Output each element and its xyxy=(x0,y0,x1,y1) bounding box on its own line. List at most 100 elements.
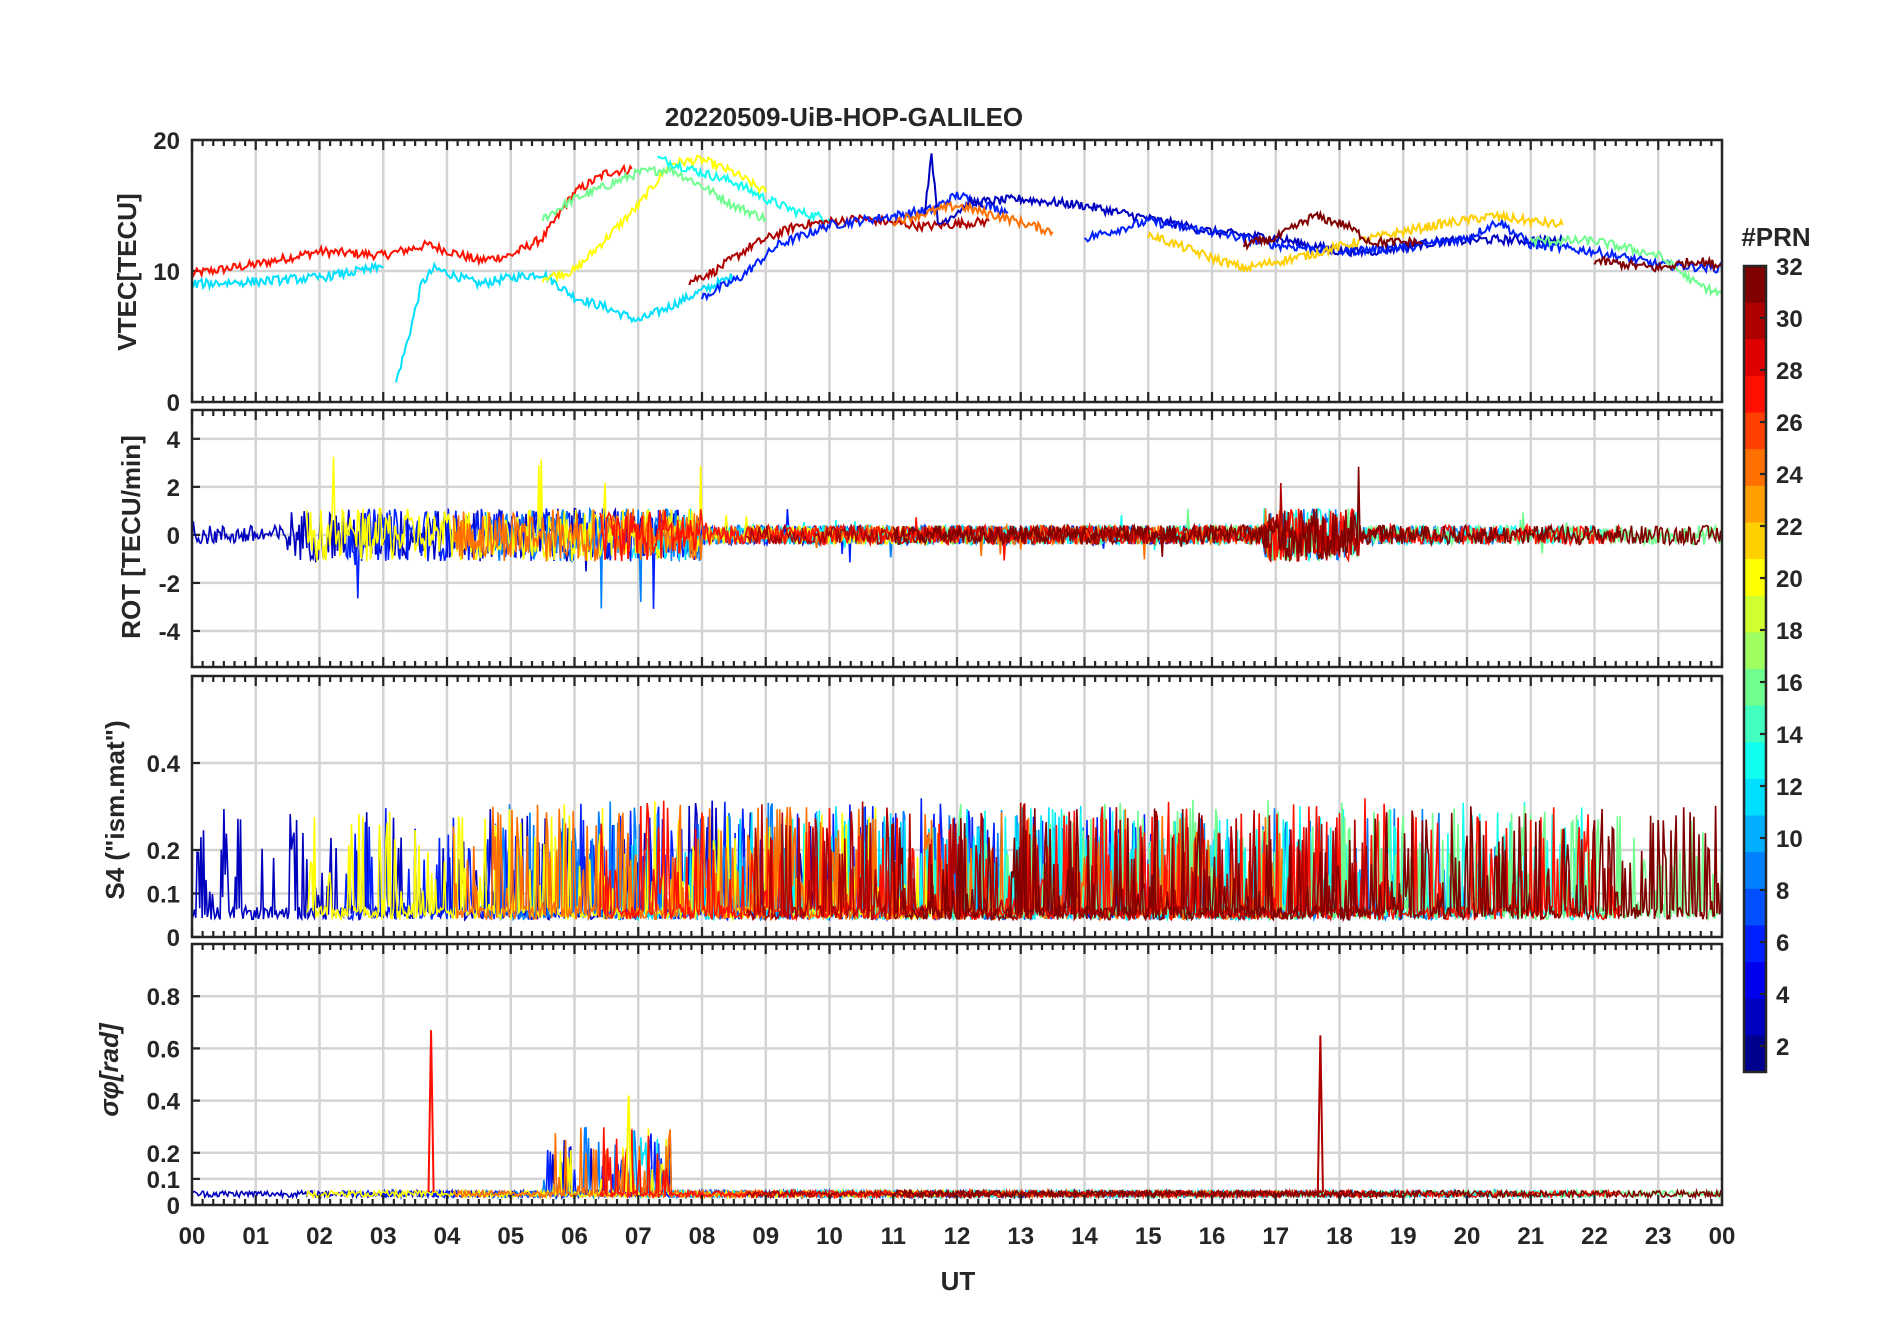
colorbar-tick-label: 24 xyxy=(1776,462,1803,489)
x-tick-label: 00 xyxy=(1709,1223,1736,1250)
colorbar-tick-label: 16 xyxy=(1776,670,1803,697)
colorbar-segment xyxy=(1744,522,1766,560)
ylabel-sigma-phi: σφ[rad] xyxy=(94,1022,124,1117)
colorbar-segment xyxy=(1744,632,1766,670)
colorbar-segment xyxy=(1744,888,1766,926)
colorbar-segment xyxy=(1744,1035,1766,1073)
series-line-prn-20 xyxy=(305,801,945,922)
series-group xyxy=(192,456,1722,609)
colorbar-segment xyxy=(1744,705,1766,743)
colorbar-tick-label: 6 xyxy=(1776,930,1789,957)
colorbar-segment xyxy=(1744,375,1766,414)
x-tick-label: 15 xyxy=(1135,1223,1162,1250)
x-tick-label: 07 xyxy=(625,1223,652,1250)
ylabel-s4: S4 ("ism.mat") xyxy=(100,720,130,899)
x-tick-label: 10 xyxy=(816,1223,843,1250)
colorbar-segment xyxy=(1744,998,1766,1036)
y-tick-label: 0.2 xyxy=(147,838,180,865)
y-tick-label: 0 xyxy=(167,390,180,417)
series-line-prn-32 xyxy=(1242,209,1423,252)
x-tick-label: 19 xyxy=(1390,1223,1417,1250)
x-tick-label: 05 xyxy=(497,1223,524,1250)
panel-rot: -4 -2 0 2 4 xyxy=(159,408,1724,669)
y-tick-label: 0.2 xyxy=(147,1141,180,1168)
x-tick-label: 21 xyxy=(1517,1223,1544,1250)
y-tick-label: -2 xyxy=(159,571,180,598)
colorbar-segment xyxy=(1744,302,1766,340)
series-group xyxy=(192,1030,1722,1201)
y-tick-label: 0 xyxy=(167,523,180,550)
y-tick-label: 0.4 xyxy=(147,751,181,778)
y-tick-label: 20 xyxy=(153,128,180,155)
colorbar-tick-label: 18 xyxy=(1776,618,1803,645)
series-line-prn-20 xyxy=(541,154,767,283)
series-group xyxy=(192,798,1722,923)
colorbar-tick-label: 2 xyxy=(1776,1034,1789,1061)
panel-sigma-phi: 00.10.2 0.4 0.6 0.8 xyxy=(147,942,1724,1220)
y-tick-label: 0 xyxy=(167,925,180,952)
x-tick-label: 08 xyxy=(689,1223,716,1250)
series-line-prn-16 xyxy=(1529,233,1722,298)
colorbar-tick-label: 28 xyxy=(1776,358,1803,385)
colorbar-segment xyxy=(1744,595,1766,633)
y-tick-label: 10 xyxy=(153,259,180,286)
x-tick-label: 13 xyxy=(1007,1223,1034,1250)
x-tick-label: 03 xyxy=(370,1223,397,1250)
series-line-prn-16 xyxy=(541,162,767,224)
axes-frame xyxy=(190,674,1724,939)
panel-s4: 0 0.1 0.2 0.4 xyxy=(147,674,1724,952)
series-line-prn-24 xyxy=(452,508,1283,562)
x-tick-label: 14 xyxy=(1071,1223,1098,1250)
x-tick-label: 06 xyxy=(561,1223,588,1250)
series-line-prn-30 xyxy=(746,482,1385,563)
spike-prn-20 xyxy=(625,1095,633,1192)
y-tick-label: 0.1 xyxy=(147,882,180,909)
axes-frame xyxy=(190,408,1724,669)
x-tick-label: 04 xyxy=(434,1223,461,1250)
y-tick-label: 0.6 xyxy=(147,1036,180,1063)
ylabel-vtec: VTEC[TECU] xyxy=(112,193,142,350)
series-line-prn-22 xyxy=(1147,209,1564,273)
colorbar-segment xyxy=(1744,742,1766,780)
series-line-prn-24 xyxy=(892,200,1054,237)
colorbar-tick-label: 26 xyxy=(1776,410,1803,437)
colorbar-segment xyxy=(1744,485,1766,523)
series-line-prn-32 xyxy=(1593,255,1722,273)
x-tick-label: 00 xyxy=(179,1223,206,1250)
colorbar-segment xyxy=(1744,669,1766,707)
colorbar-segment xyxy=(1744,266,1766,304)
axes-frame xyxy=(190,942,1724,1207)
series-line-prn-32 xyxy=(892,805,1722,923)
x-tick-label: 11 xyxy=(881,1223,906,1250)
y-tick-label: 0.1 xyxy=(147,1167,180,1194)
colorbar-title: #PRN xyxy=(1741,222,1810,252)
x-axis-label: UT xyxy=(941,1266,976,1296)
x-tick-label: 23 xyxy=(1645,1223,1672,1250)
x-tick-labels: 00 01 02 03 04 05 06 07 08 09 10 11 12 13 14 15 16 17 18 19… xyxy=(179,1223,1736,1250)
colorbar-segment xyxy=(1744,962,1766,1000)
colorbar-tick-label: 14 xyxy=(1776,722,1803,749)
series-line-prn-28 xyxy=(192,163,633,279)
colorbar-segment xyxy=(1744,449,1766,487)
series-line-prn-5 xyxy=(701,191,1009,302)
colorbar-segment xyxy=(1744,412,1766,450)
series-line-prn-32 xyxy=(892,466,1722,561)
series-line-prn-30 xyxy=(688,213,990,286)
axes-frame xyxy=(190,138,1724,404)
y-tick-label: 4 xyxy=(167,427,181,454)
y-tick-label: 2 xyxy=(167,475,180,502)
series-line-prn-12 xyxy=(395,261,735,383)
spike-prn-28 xyxy=(427,1030,435,1192)
colorbar-tick-label: 10 xyxy=(1776,826,1803,853)
series-line-prn-6 xyxy=(1083,215,1722,275)
colorbar-segment xyxy=(1744,559,1766,597)
y-tick-label: 0 xyxy=(167,1193,180,1220)
x-tick-label: 01 xyxy=(242,1223,269,1250)
series-line-prn-13 xyxy=(656,155,831,223)
y-tick-label: -4 xyxy=(159,619,181,646)
colorbar-tick-label: 20 xyxy=(1776,566,1803,593)
x-tick-label: 20 xyxy=(1454,1223,1481,1250)
colorbar-tick-label: 30 xyxy=(1776,306,1803,333)
